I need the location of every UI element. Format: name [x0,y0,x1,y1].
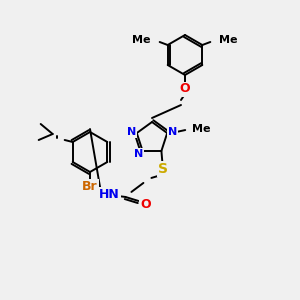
Text: Me: Me [192,124,211,134]
Text: O: O [140,198,151,212]
Text: HN: HN [99,188,120,201]
Text: Me: Me [219,35,238,45]
Text: N: N [168,127,177,137]
Text: S: S [158,162,168,176]
Text: Br: Br [82,179,98,193]
Text: N: N [127,127,136,137]
Text: N: N [134,149,143,159]
Text: Me: Me [132,35,151,45]
Text: O: O [180,82,190,95]
